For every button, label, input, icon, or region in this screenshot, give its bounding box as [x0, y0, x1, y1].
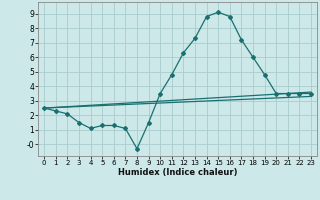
X-axis label: Humidex (Indice chaleur): Humidex (Indice chaleur) [118, 168, 237, 177]
